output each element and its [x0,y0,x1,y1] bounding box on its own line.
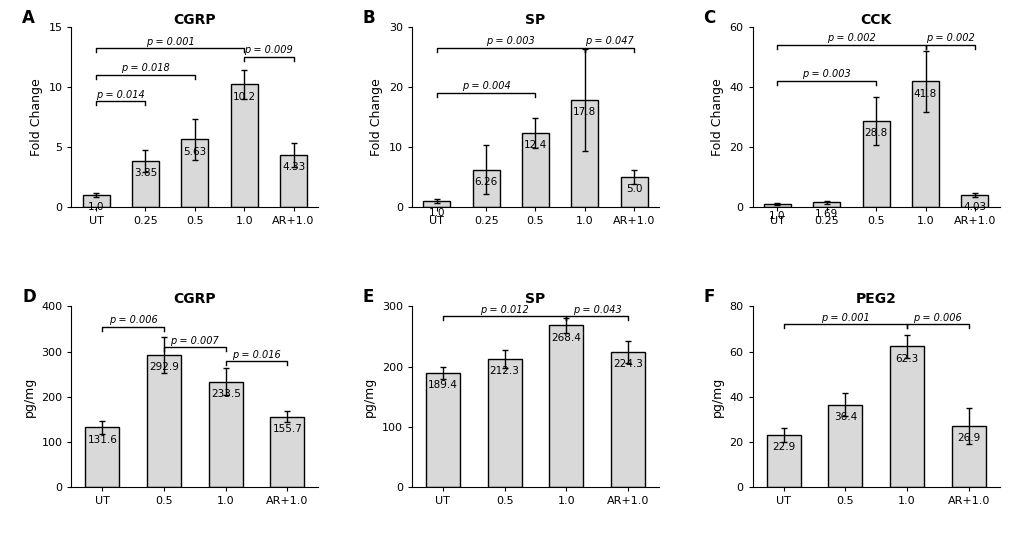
Bar [862,120,889,207]
Text: p = 0.016: p = 0.016 [232,350,280,360]
Text: F: F [703,288,714,307]
Bar [766,435,800,487]
Bar [147,355,180,487]
Text: 155.7: 155.7 [272,424,302,434]
Bar [280,155,307,207]
Bar [827,405,861,487]
Bar [472,170,499,207]
Text: p = 0.014: p = 0.014 [97,90,145,100]
Bar [181,140,208,207]
Text: p = 0.001: p = 0.001 [146,37,195,47]
Bar [83,195,110,207]
Bar [960,195,987,207]
Text: p = 0.004: p = 0.004 [462,81,510,91]
Title: SP: SP [525,293,545,307]
Text: 41.8: 41.8 [913,89,936,98]
Text: 62.3: 62.3 [895,354,918,364]
Text: B: B [363,9,375,27]
Text: p = 0.002: p = 0.002 [925,33,973,43]
Text: p = 0.009: p = 0.009 [245,45,293,56]
Bar [230,85,258,207]
Text: 36.4: 36.4 [833,412,856,422]
Bar [610,352,644,487]
Text: p = 0.007: p = 0.007 [170,335,219,346]
Text: p = 0.006: p = 0.006 [913,313,961,323]
Text: 1.0: 1.0 [88,202,104,212]
Text: 6.26: 6.26 [474,177,497,187]
Title: SP: SP [525,13,545,27]
Y-axis label: pg/mg: pg/mg [22,377,36,417]
Text: p = 0.001: p = 0.001 [820,313,869,323]
Text: p = 0.003: p = 0.003 [802,70,850,79]
Text: 212.3: 212.3 [489,366,519,377]
Bar [571,100,598,207]
Text: p = 0.006: p = 0.006 [109,315,157,325]
Text: 22.9: 22.9 [771,442,795,453]
Text: 12.4: 12.4 [524,140,546,150]
Y-axis label: Fold Change: Fold Change [30,78,43,156]
Bar [86,427,119,487]
Title: CCK: CCK [860,13,891,27]
Bar [522,133,548,207]
Text: 224.3: 224.3 [612,359,642,369]
Text: 26.9: 26.9 [956,433,979,444]
Text: p = 0.002: p = 0.002 [826,33,875,43]
Text: p = 0.043: p = 0.043 [573,304,621,315]
Text: C: C [703,9,715,27]
Text: 5.0: 5.0 [626,185,642,194]
Text: 28.8: 28.8 [864,128,887,138]
Text: 10.2: 10.2 [232,91,256,102]
Text: 268.4: 268.4 [551,333,581,342]
Title: PEG2: PEG2 [855,293,896,307]
Text: 1.0: 1.0 [428,209,444,218]
Text: 292.9: 292.9 [149,362,178,372]
Bar [911,81,938,207]
Bar [620,177,647,207]
Bar [426,373,460,487]
Text: 1.69: 1.69 [814,209,838,219]
Text: 3.85: 3.85 [133,168,157,178]
Text: p = 0.047: p = 0.047 [585,36,634,47]
Bar [812,202,840,207]
Text: 4.03: 4.03 [962,202,985,212]
Bar [763,204,790,207]
Text: p = 0.012: p = 0.012 [480,304,529,315]
Bar [951,426,984,487]
Text: 131.6: 131.6 [88,435,117,445]
Title: CGRP: CGRP [173,293,216,307]
Text: p = 0.018: p = 0.018 [121,64,170,73]
Bar [423,201,450,207]
Bar [270,417,304,487]
Bar [487,359,521,487]
Bar [890,346,923,487]
Text: 5.63: 5.63 [183,147,206,157]
Text: 233.5: 233.5 [211,389,240,399]
Bar [131,161,159,207]
Text: 1.0: 1.0 [768,211,785,221]
Text: E: E [363,288,374,307]
Y-axis label: Fold Change: Fold Change [710,78,723,156]
Text: A: A [22,9,35,27]
Text: p = 0.003: p = 0.003 [486,36,535,47]
Bar [209,381,243,487]
Y-axis label: Fold Change: Fold Change [370,78,383,156]
Text: 4.33: 4.33 [281,162,305,172]
Y-axis label: pg/mg: pg/mg [710,377,723,417]
Y-axis label: pg/mg: pg/mg [363,377,376,417]
Text: 189.4: 189.4 [428,380,458,390]
Text: D: D [22,288,36,307]
Title: CGRP: CGRP [173,13,216,27]
Text: 17.8: 17.8 [573,108,596,117]
Bar [549,325,583,487]
